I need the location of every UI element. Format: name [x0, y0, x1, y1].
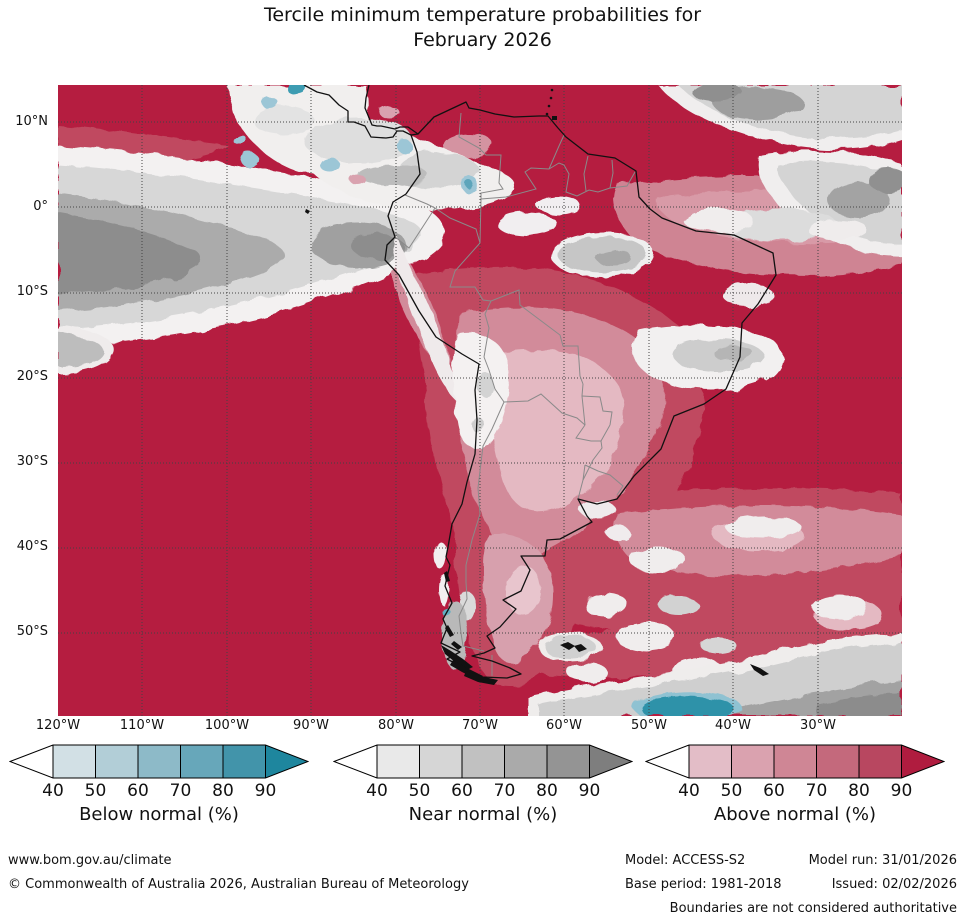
colorbar-outline — [333, 744, 633, 779]
legend-tick: 90 — [578, 781, 601, 801]
colorbar-segment — [419, 745, 462, 778]
colorbar-segment — [462, 745, 505, 778]
lat-label: 10°S — [16, 284, 48, 299]
colorbar-segment — [223, 745, 266, 778]
lat-label: 50°S — [16, 624, 48, 639]
footer-disclaimer: Boundaries are not considered authoritat… — [669, 901, 957, 916]
legend-below-normal: 40 50 60 70 80 90 Below normal (%) — [9, 744, 309, 825]
footer-left: www.bom.gov.au/climate © Commonwealth of… — [8, 849, 469, 897]
colorbar-ticks: 40 50 60 70 80 90 — [9, 781, 309, 802]
legend-tick: 70 — [805, 781, 828, 801]
legend-tick: 80 — [212, 781, 234, 801]
legend-tick: 50 — [720, 781, 743, 801]
lon-label: 100°W — [204, 718, 250, 733]
colorbar-segment — [859, 745, 902, 778]
colorbar-under-arrow — [334, 745, 377, 778]
legend-tick: 60 — [127, 781, 149, 801]
colorbar-segment — [377, 745, 420, 778]
lon-label: 50°W — [631, 718, 667, 733]
legend-label-above-normal: Above normal (%) — [713, 804, 877, 825]
colorbar-segment — [731, 745, 774, 778]
page-title: Tercile minimum temperature probabilitie… — [0, 3, 965, 53]
legend-tick: 90 — [890, 781, 913, 801]
colorbar-ticks: 40 50 60 70 80 90 — [645, 781, 945, 802]
legend-label-near-normal: Near normal (%) — [408, 804, 558, 825]
title-line2: February 2026 — [413, 29, 552, 51]
colorbar-segment — [774, 745, 817, 778]
colorbar-below-normal — [9, 744, 309, 779]
colorbar-over-arrow — [265, 745, 308, 778]
colorbar-over-arrow — [901, 745, 944, 778]
colorbar-outline — [9, 744, 309, 779]
lon-label: 110°W — [119, 718, 165, 733]
lat-label: 30°S — [16, 454, 48, 469]
legend-tick: 40 — [366, 781, 388, 801]
colorbar-segment — [53, 745, 96, 778]
legend-tick: 60 — [763, 781, 785, 801]
probability-map — [58, 85, 902, 716]
colorbar-segment — [95, 745, 138, 778]
title-line1: Tercile minimum temperature probabilitie… — [263, 4, 702, 26]
colorbar-segment — [504, 745, 547, 778]
legend-tick: 40 — [678, 781, 700, 801]
country-borders — [393, 112, 636, 676]
legend-tick: 40 — [42, 781, 64, 801]
colorbar-segment — [180, 745, 223, 778]
lat-label: 0° — [33, 199, 48, 214]
footer-site-url: www.bom.gov.au/climate — [8, 853, 172, 868]
legend-near-normal: 40 50 60 70 80 90 Near normal (%) — [333, 744, 633, 825]
legend-tick: 50 — [408, 781, 431, 801]
lat-label: 10°N — [15, 114, 48, 129]
islands — [305, 88, 769, 685]
footer-model: Model: ACCESS-S2 — [625, 853, 746, 868]
legend-tick: 70 — [493, 781, 516, 801]
legend-tick: 70 — [169, 781, 192, 801]
legend-tick: 80 — [848, 781, 870, 801]
colorbar-ticks: 40 50 60 70 80 90 — [333, 781, 633, 802]
colorbar-near-normal — [333, 744, 633, 779]
lat-label: 20°S — [16, 369, 48, 384]
footer-base-period: Base period: 1981-2018 — [625, 877, 782, 892]
colorbar-over-arrow — [589, 745, 632, 778]
legend-tick: 60 — [451, 781, 473, 801]
lon-label: 70°W — [462, 718, 498, 733]
colorbar-segment — [689, 745, 732, 778]
lat-label: 40°S — [16, 539, 48, 554]
colorbar-segment — [547, 745, 590, 778]
legend-above-normal: 40 50 60 70 80 90 Above normal (%) — [645, 744, 945, 825]
legend-tick: 80 — [536, 781, 558, 801]
lon-label: 80°W — [378, 718, 414, 733]
footer-issued: Issued: 02/02/2026 — [831, 877, 957, 892]
lon-label: 60°W — [546, 718, 582, 733]
lon-label: 120°W — [35, 718, 81, 733]
legend-tick: 50 — [84, 781, 107, 801]
lon-label: 30°W — [800, 718, 836, 733]
coastlines — [303, 85, 777, 679]
legend-label-below-normal: Below normal (%) — [79, 804, 239, 825]
lon-label: 90°W — [293, 718, 329, 733]
footer-right: Model: ACCESS-S2 Model run: 31/01/2026 B… — [625, 849, 957, 921]
colorbar-under-arrow — [10, 745, 53, 778]
colorbar-segment — [816, 745, 859, 778]
colorbar-segment — [138, 745, 181, 778]
graticule — [58, 85, 902, 716]
colorbar-above-normal — [645, 744, 945, 779]
lon-label: 40°W — [715, 718, 751, 733]
legend-tick: 90 — [254, 781, 277, 801]
footer-model-run: Model run: 31/01/2026 — [808, 853, 957, 868]
probability-field-blobs — [58, 85, 902, 716]
colorbar-under-arrow — [646, 745, 689, 778]
footer-copyright: © Commonwealth of Australia 2026, Austra… — [8, 877, 469, 892]
colorbar-outline — [645, 744, 945, 779]
